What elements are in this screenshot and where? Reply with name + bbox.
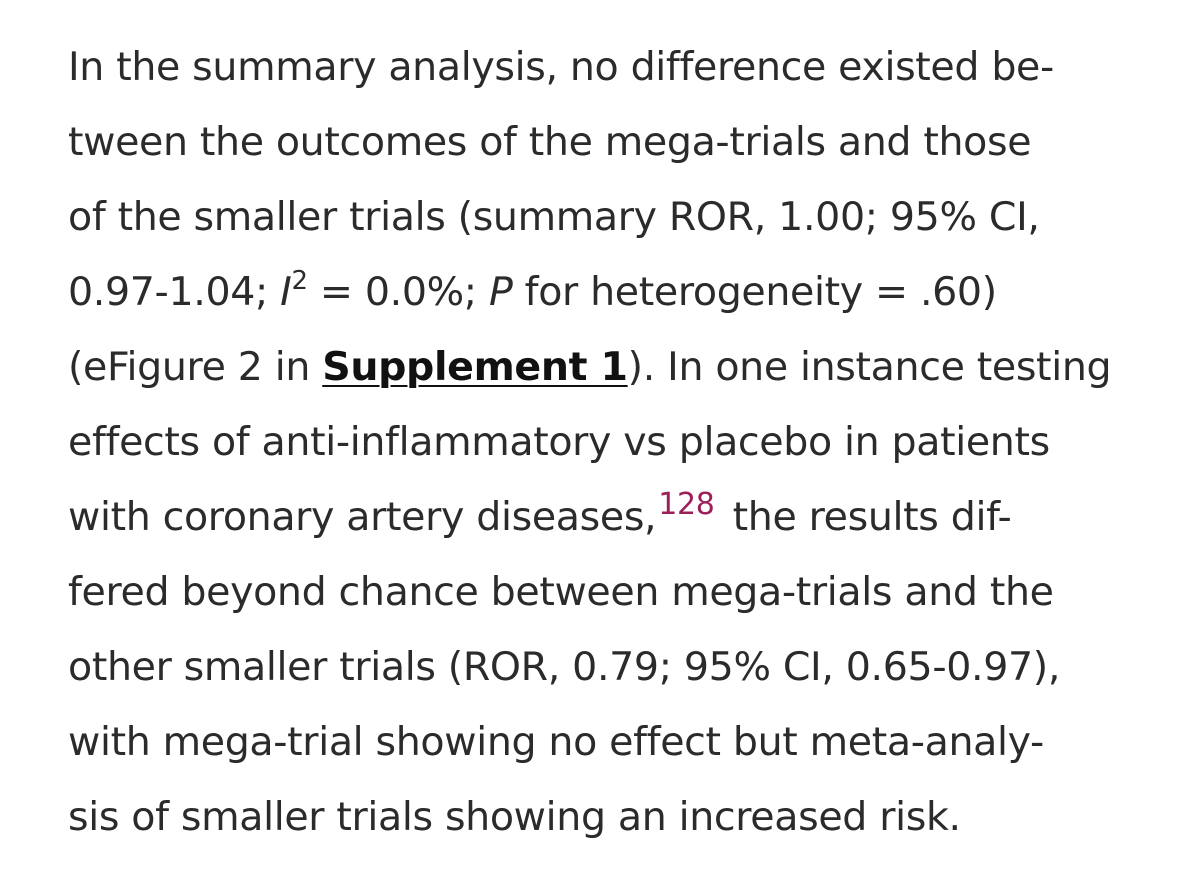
article-paragraph: In the summary analysis, no difference e…: [68, 30, 1168, 855]
text-line-2: tween the outcomes of the mega-trials an…: [68, 119, 1032, 165]
supplement-link[interactable]: Supplement 1: [322, 344, 628, 390]
text-line-6: effects of anti-inflammatory vs placebo …: [68, 419, 1050, 465]
i-squared-exponent: 2: [291, 265, 308, 296]
text-line-10: with mega-trial showing no effect but me…: [68, 719, 1044, 765]
instance-text: ). In one instance testing: [627, 344, 1112, 390]
coronary-text: with coronary artery diseases,: [68, 494, 657, 540]
text-line-8: fered beyond chance between mega-trials …: [68, 569, 1054, 615]
ci-range-text: 0.97-1.04;: [68, 269, 281, 315]
results-text: the results dif-: [720, 494, 1012, 540]
text-line-11: sis of smaller trials showing an increas…: [68, 794, 961, 840]
text-line-7: with coronary artery diseases,128 the re…: [68, 480, 1168, 555]
i-squared-value: = 0.0%;: [307, 269, 489, 315]
heterogeneity-text: for heterogeneity = .60): [512, 269, 997, 315]
text-line-5: (eFigure 2 in Supplement 1). In one inst…: [68, 330, 1168, 405]
efigure-text: (eFigure 2 in: [68, 344, 323, 390]
p-symbol: P: [488, 269, 513, 315]
citation-link[interactable]: 128: [658, 486, 715, 522]
i-squared-symbol: I: [280, 269, 292, 315]
text-line-9: other smaller trials (ROR, 0.79; 95% CI,…: [68, 644, 1061, 690]
text-line-4: 0.97-1.04; I2 = 0.0%; P for heterogeneit…: [68, 255, 1168, 330]
text-line-3: of the smaller trials (summary ROR, 1.00…: [68, 194, 1040, 240]
text-line-1: In the summary analysis, no difference e…: [68, 44, 1054, 90]
